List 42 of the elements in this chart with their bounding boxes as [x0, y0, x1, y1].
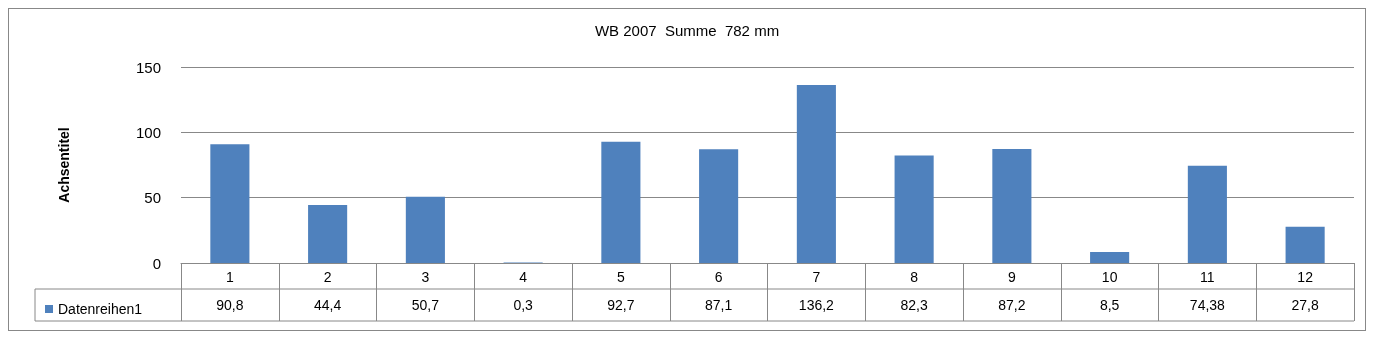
bar [796, 85, 836, 263]
x-tick-label: 3 [421, 269, 430, 285]
data-label: 50,7 [411, 297, 440, 313]
data-label: 27,8 [1291, 297, 1319, 313]
x-tick-label: 1 [225, 269, 234, 285]
bar [992, 149, 1032, 263]
data-label: 90,8 [216, 297, 244, 313]
y-tick-label: 0 [152, 254, 161, 272]
bar [894, 155, 934, 263]
chart-title: WB 2007 Summe 782 mm [594, 22, 780, 39]
bar [210, 144, 250, 263]
y-axis-title: Achsentitel [56, 127, 72, 203]
bar [699, 149, 739, 263]
data-label: 87,2 [998, 297, 1026, 313]
bar [1187, 165, 1227, 263]
x-tick-label: 5 [616, 269, 625, 285]
bar [1285, 226, 1325, 263]
data-label: 74,38 [1189, 297, 1226, 313]
x-tick-label: 11 [1200, 269, 1215, 285]
bar [601, 141, 641, 263]
x-tick-label: 12 [1297, 269, 1314, 285]
legend-label: Datenreihen1 [58, 301, 143, 317]
data-label: 82,3 [900, 297, 928, 313]
x-tick-label: 7 [812, 269, 821, 285]
data-label: 8,5 [1099, 297, 1120, 313]
data-label: 92,7 [607, 297, 635, 313]
bar [308, 204, 348, 263]
bar [1090, 251, 1130, 263]
bar [405, 196, 445, 263]
data-label: 87,1 [705, 297, 733, 313]
data-label: 136,2 [798, 297, 835, 313]
x-tick-label: 9 [1007, 269, 1016, 285]
x-tick-label: 4 [519, 269, 528, 285]
x-tick-label: 2 [323, 269, 332, 285]
y-tick-label: 50 [144, 189, 161, 207]
x-tick-label: 10 [1101, 269, 1118, 285]
x-tick-label: 6 [714, 269, 723, 285]
data-label: 0,3 [513, 297, 534, 313]
y-tick-label: 100 [135, 123, 161, 141]
y-tick-label: 150 [135, 58, 161, 76]
data-label: 44,4 [314, 297, 342, 313]
x-tick-label: 8 [910, 269, 919, 285]
